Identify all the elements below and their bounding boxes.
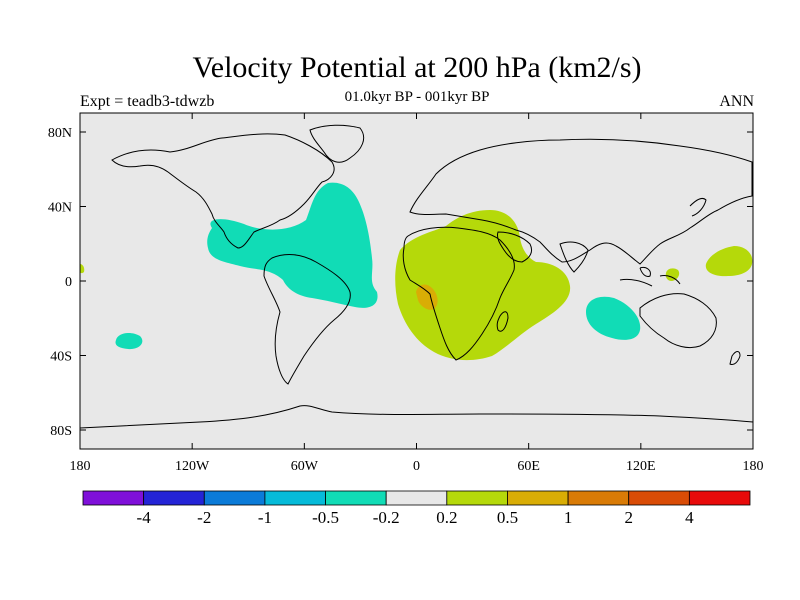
coastline-australia <box>639 293 717 349</box>
x-tick-label: 120W <box>175 459 210 474</box>
colorbar-swatch <box>82 490 145 506</box>
chart-title: Velocity Potential at 200 hPa (km2/s) <box>192 51 642 84</box>
coastline-india <box>559 241 589 273</box>
colorbar-label: -4 <box>137 508 152 527</box>
coastlines <box>80 124 753 429</box>
colorbar-label: 1 <box>564 508 573 527</box>
y-tick-label: 40N <box>48 201 72 216</box>
colorbar-swatch <box>567 490 630 506</box>
x-tick-label: 120E <box>626 459 656 474</box>
positive-anomaly-edge <box>80 264 85 274</box>
y-tick-label: 80N <box>48 126 72 141</box>
coastline-arabia <box>497 231 533 263</box>
coastline-antarctica <box>80 405 753 429</box>
colorbar-label: -2 <box>197 508 211 527</box>
x-tick-label: 180 <box>70 459 91 474</box>
positive-anomaly-africa <box>395 210 571 361</box>
experiment-label: Expt = teadb3-tdwzb <box>80 93 215 110</box>
chart-subtitle: 01.0kyr BP - 001kyr BP <box>344 89 490 105</box>
positive-anomaly-west-pacific <box>705 246 753 277</box>
x-tick-label: 0 <box>413 459 420 474</box>
y-tick-label: 40S <box>50 350 72 365</box>
coastline-greenland <box>309 124 365 163</box>
coastline-indonesia <box>619 267 681 287</box>
colorbar-label: 0.5 <box>497 508 518 527</box>
positive-anomaly-small <box>665 268 680 281</box>
colorbar-label: 2 <box>624 508 633 527</box>
colorbar-swatch <box>143 490 205 506</box>
colorbar-label: -1 <box>258 508 272 527</box>
colorbar-swatch <box>325 490 387 506</box>
x-tick-label: 60E <box>517 459 540 474</box>
coastline-madagascar <box>496 311 509 332</box>
colorbar: -4 -2 -1 -0.5 -0.2 0.2 0.5 1 2 4 <box>82 490 751 527</box>
colorbar-label: 4 <box>685 508 694 527</box>
y-tick-label: 0 <box>65 275 72 290</box>
coastline-africa <box>402 226 515 361</box>
y-tick-label: 80S <box>50 424 72 439</box>
colorbar-swatch <box>385 490 448 506</box>
colorbar-label: 0.2 <box>436 508 457 527</box>
y-axis: 80N 40N 0 40S 80S <box>48 126 753 439</box>
coastline-south-america <box>263 254 351 385</box>
coastline-japan <box>689 197 707 217</box>
x-tick-label: 60W <box>291 459 319 474</box>
x-tick-label: 180 <box>743 459 764 474</box>
coastline-new-zealand <box>729 351 741 365</box>
colorbar-swatch <box>446 490 508 506</box>
field-contours <box>80 182 753 361</box>
colorbar-swatch <box>628 490 690 506</box>
coastline-north-america <box>111 133 335 249</box>
colorbar-swatch <box>203 490 266 506</box>
colorbar-swatch <box>507 490 569 506</box>
x-axis: 180 120W 60W 0 60E 120E 180 <box>70 113 764 474</box>
colorbar-label: -0.2 <box>373 508 400 527</box>
negative-anomaly-indian-ocean <box>586 296 641 340</box>
colorbar-swatch <box>264 490 326 506</box>
colorbar-swatch <box>688 490 751 506</box>
coastline-eurasia <box>409 138 753 265</box>
negative-anomaly-south-pacific <box>115 332 143 350</box>
colorbar-label: -0.5 <box>312 508 339 527</box>
negative-anomaly-atlantic <box>207 182 378 308</box>
season-label: ANN <box>719 93 754 110</box>
